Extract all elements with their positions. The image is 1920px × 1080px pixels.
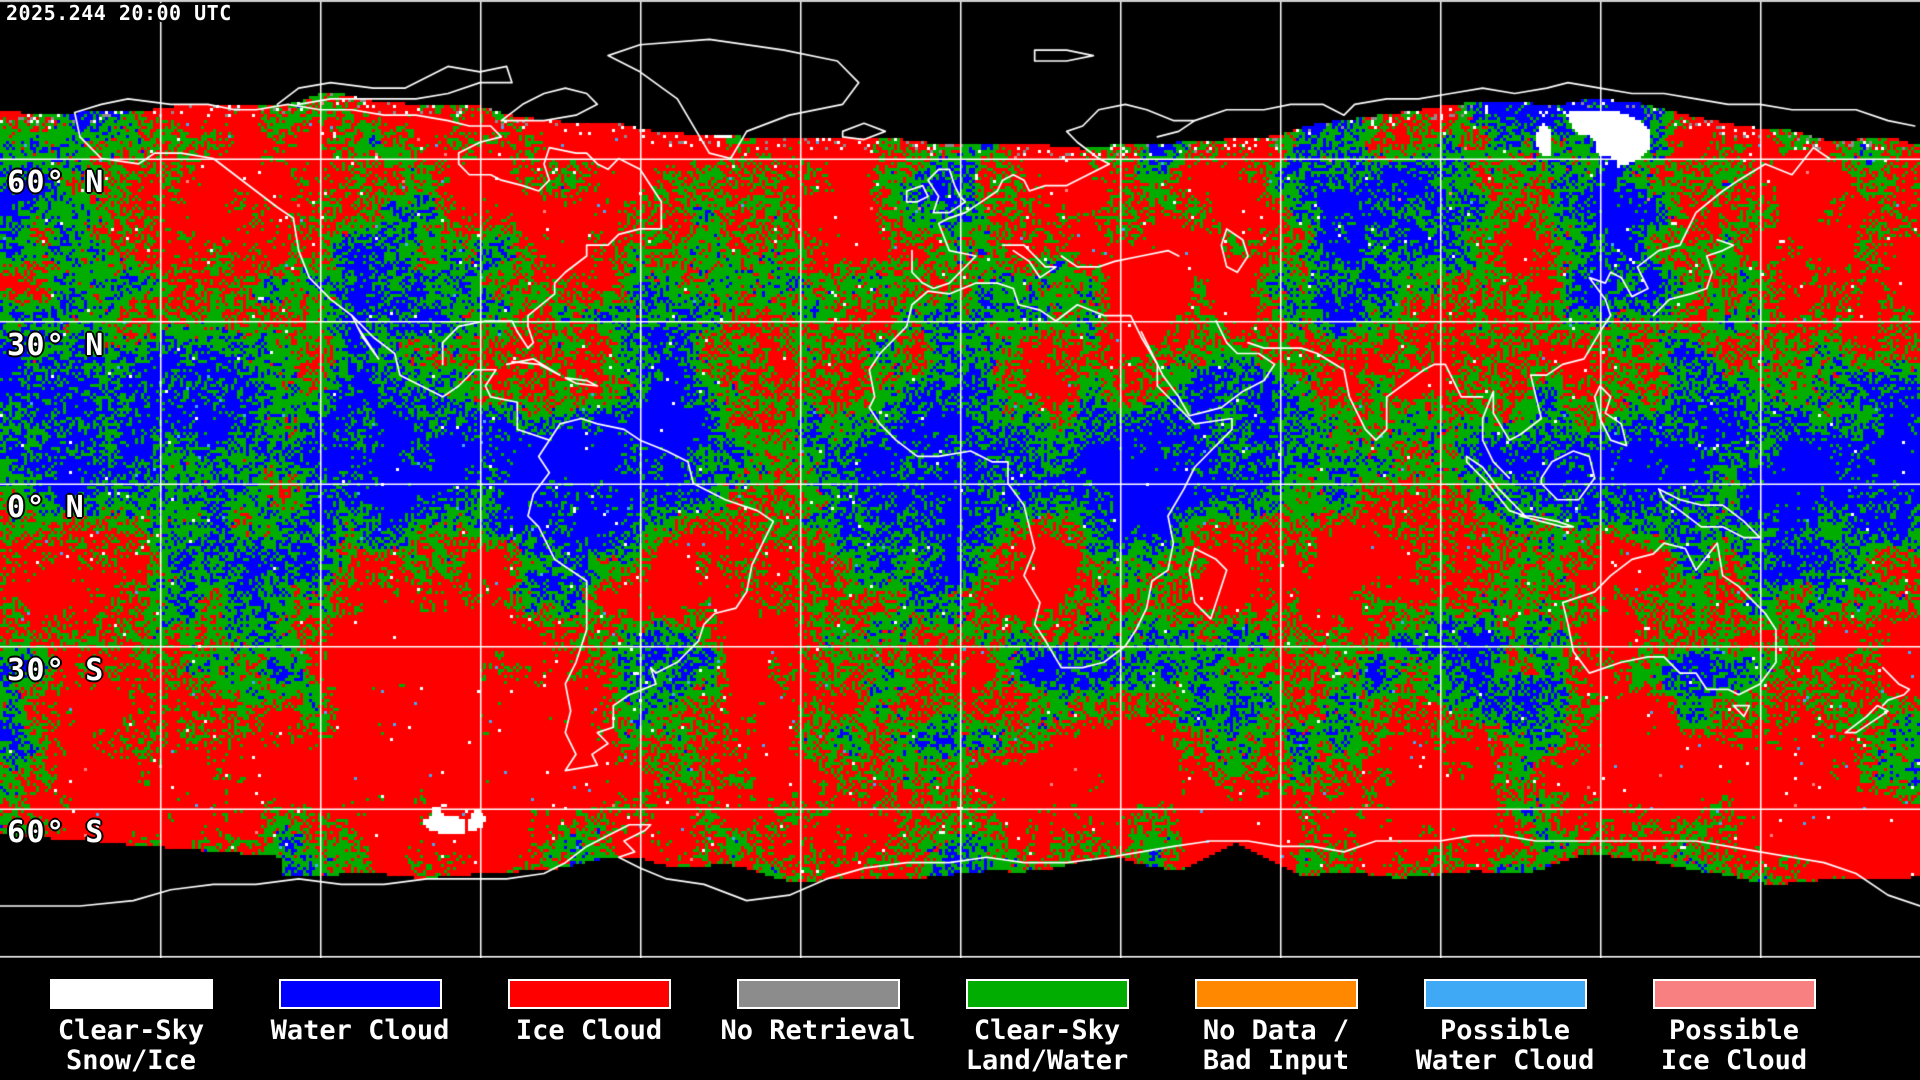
- legend-item-ice-cloud: Ice Cloud: [474, 979, 704, 1046]
- legend-label-line: Snow/Ice: [65, 1045, 197, 1076]
- legend-item-possible-ice-cloud: Possible Ice Cloud: [1619, 979, 1849, 1076]
- lat-label-0n: 0° N: [7, 490, 86, 525]
- legend-label-line: Bad Input: [1202, 1045, 1350, 1076]
- legend-item-no-data-bad-input: No Data / Bad Input: [1161, 979, 1391, 1076]
- legend-swatch-clear-sky-snow-ice: [49, 979, 213, 1009]
- legend-label-line: Possible: [1439, 1015, 1571, 1046]
- legend-swatch-possible-water-cloud: [1423, 979, 1587, 1009]
- cloud-phase-world-map-canvas: [0, 0, 1920, 958]
- legend-swatch-water-cloud: [278, 979, 442, 1009]
- legend-label-line: Clear-Sky: [57, 1015, 205, 1046]
- legend-swatch-no-data-bad-input: [1194, 979, 1358, 1009]
- legend-swatch-clear-sky-land-water: [965, 979, 1129, 1009]
- legend-label-line: No Data /: [1202, 1015, 1350, 1046]
- legend-swatch-possible-ice-cloud: [1652, 979, 1816, 1009]
- legend-item-no-retrieval: No Retrieval: [703, 979, 933, 1046]
- legend-label-line: Clear-Sky: [973, 1015, 1121, 1046]
- map-viewport: 2025.244 20:00 UTC 60° N 30° N 0° N 30° …: [0, 0, 1920, 958]
- timestamp-label: 2025.244 20:00 UTC: [6, 1, 232, 25]
- legend-item-clear-sky-snow-ice: Clear-Sky Snow/Ice: [16, 979, 246, 1076]
- legend-label-line: Water Cloud: [270, 1015, 450, 1046]
- legend-label-line: Water Cloud: [1415, 1045, 1595, 1076]
- lat-label-60n: 60° N: [7, 165, 105, 200]
- legend-swatch-no-retrieval: [736, 979, 900, 1009]
- legend-label-line: Ice Cloud: [1660, 1045, 1808, 1076]
- legend-item-water-cloud: Water Cloud: [245, 979, 475, 1046]
- legend-label-line: Land/Water: [965, 1045, 1129, 1076]
- legend-item-clear-sky-land-water: Clear-Sky Land/Water: [932, 979, 1162, 1076]
- legend-label-line: Ice Cloud: [515, 1015, 663, 1046]
- legend-label-line: No Retrieval: [720, 1015, 916, 1046]
- lat-label-30s: 30° S: [7, 653, 105, 688]
- lat-label-30n: 30° N: [7, 328, 105, 363]
- legend-item-possible-water-cloud: Possible Water Cloud: [1390, 979, 1620, 1076]
- legend-swatch-ice-cloud: [507, 979, 671, 1009]
- lat-label-60s: 60° S: [7, 815, 105, 850]
- legend-label-line: Possible: [1668, 1015, 1800, 1046]
